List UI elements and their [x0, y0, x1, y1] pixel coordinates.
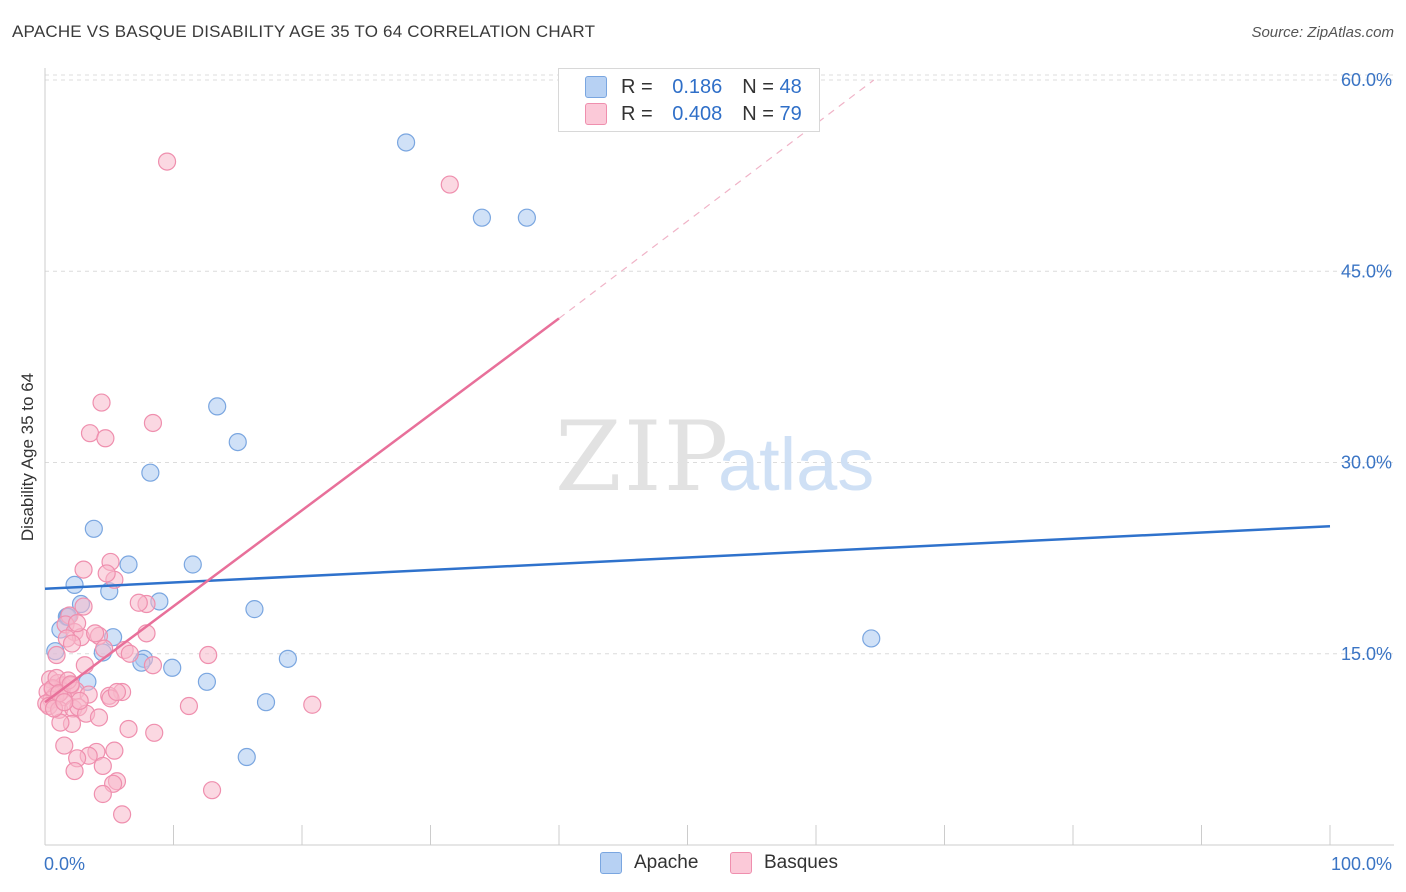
watermark: ZIP atlas — [555, 401, 874, 513]
apache-swatch — [585, 76, 607, 98]
apache-point — [256, 693, 276, 712]
legend-n-label: N = — [742, 102, 774, 125]
axes — [44, 68, 1394, 846]
bottom-legend-basques: Basques — [730, 852, 838, 874]
legend-row-apache: R = 0.186 N = 48 — [585, 74, 802, 100]
basques-point — [440, 175, 459, 194]
apache-point — [183, 555, 202, 574]
basques-point — [120, 644, 139, 663]
basques-point — [65, 761, 84, 781]
basques-point — [55, 736, 74, 755]
trend-lines — [44, 79, 1331, 704]
apache-point — [245, 600, 264, 619]
basques-point — [303, 695, 322, 714]
basques-point — [119, 719, 138, 739]
basques-point — [96, 429, 115, 448]
basques-point — [74, 560, 93, 579]
basques-point — [93, 756, 112, 776]
apache-point — [278, 649, 297, 668]
basques-point — [112, 805, 132, 824]
apache-point — [208, 397, 227, 416]
source-label: Source: ZipAtlas.com — [1251, 24, 1394, 41]
basques-point — [68, 614, 87, 633]
watermark-atlas: atlas — [718, 423, 874, 506]
basques-point — [143, 656, 163, 675]
apache-point — [197, 672, 217, 691]
basques-points — [37, 152, 459, 824]
basques-point — [129, 593, 148, 612]
basques-point — [105, 741, 124, 760]
apache-point — [84, 519, 103, 538]
legend-n-label: N = — [742, 75, 774, 98]
basques-swatch — [585, 103, 607, 125]
basques-point — [107, 682, 127, 702]
basques-point — [145, 723, 164, 742]
apache-swatch — [600, 852, 622, 874]
apache-point — [65, 575, 84, 595]
legend-row-basques: R = 0.408 N = 79 — [585, 101, 802, 127]
legend-r-label: R = — [621, 102, 653, 125]
y-tick-label: 30.0% — [1341, 453, 1392, 473]
legend-r-label: R = — [621, 75, 653, 98]
apache-point — [163, 658, 182, 677]
watermark-zip: ZIP — [555, 401, 730, 513]
basques-point — [202, 781, 222, 800]
x-tick-label: 100.0% — [1331, 854, 1392, 874]
basques-point — [70, 691, 89, 711]
basques-point — [93, 784, 112, 804]
bottom-legend-apache: Apache — [600, 852, 698, 874]
apache-point — [237, 747, 256, 767]
apache-trend-line — [44, 525, 1331, 590]
basques-trend-extension — [558, 79, 875, 319]
basques-point — [47, 645, 66, 665]
basques-point — [92, 393, 111, 412]
legend-r-value-apache: 0.186 — [672, 75, 723, 98]
apache-point — [396, 133, 416, 152]
basques-point — [97, 564, 116, 583]
chart-title: APACHE VS BASQUE DISABILITY AGE 35 TO 64… — [12, 22, 596, 41]
basques-point — [86, 624, 105, 643]
y-tick-label: 15.0% — [1341, 644, 1392, 664]
apache-point — [228, 433, 247, 452]
legend-n-value-apache: 48 — [779, 75, 802, 98]
apache-point — [141, 463, 160, 482]
grid-lines — [45, 74, 1394, 655]
y-tick-label: 45.0% — [1341, 261, 1392, 281]
y-axis-title: Disability Age 35 to 64 — [18, 373, 37, 541]
legend-r-value-basques: 0.408 — [672, 102, 723, 125]
basques-point — [74, 597, 93, 616]
apache-point — [517, 208, 536, 227]
basques-point — [80, 424, 100, 443]
basques-point — [157, 152, 177, 171]
apache-point — [862, 629, 881, 648]
basques-point — [179, 696, 199, 716]
bottom-legend-apache-label: Apache — [634, 852, 699, 873]
legend-n-value-basques: 79 — [779, 102, 802, 125]
y-tick-label: 60.0% — [1341, 70, 1392, 90]
basques-point — [55, 693, 74, 712]
apache-point — [472, 208, 491, 227]
basques-point — [62, 634, 82, 653]
basques-point — [143, 413, 163, 433]
tick-labels: 15.0% 30.0% 45.0% 60.0% 0.0% 100.0% — [44, 70, 1392, 874]
bottom-legend-basques-label: Basques — [764, 852, 838, 873]
basques-point — [89, 708, 109, 727]
basques-point — [199, 645, 218, 665]
basques-trend-line — [44, 317, 560, 704]
apache-point — [119, 555, 138, 574]
legend: R = 0.186 N = 48 R = 0.408 N = 79 — [558, 68, 820, 132]
x-tick-label: 0.0% — [44, 854, 85, 874]
basques-swatch — [730, 852, 752, 874]
